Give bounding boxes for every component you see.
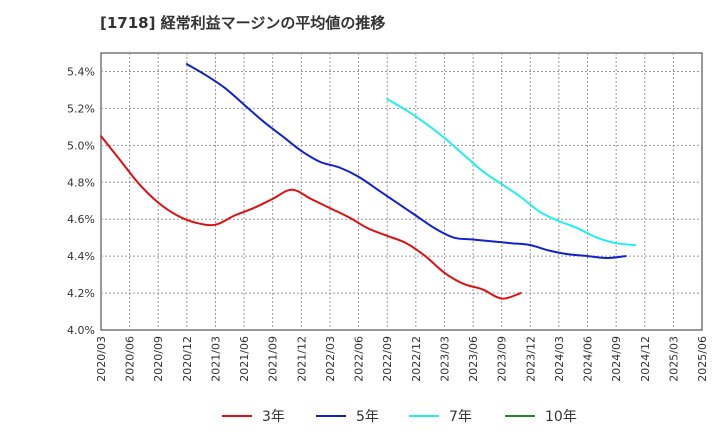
y-tick-label: 5.4%	[67, 65, 95, 78]
grid-layer	[100, 52, 703, 331]
legend-label-7y: 7年	[449, 409, 472, 425]
x-tick-label: 2023/12	[524, 336, 537, 382]
x-tick-label: 2020/03	[95, 336, 108, 382]
axis-layer: 4.0% 4.2% 4.4% 4.6% 4.8% 5.0% 5.2% 5.4% 2020/03 2…	[67, 65, 709, 381]
legend-swatch-7y	[409, 415, 439, 417]
x-tick-label: 2022/03	[324, 336, 337, 382]
x-tick-label: 2020/12	[181, 336, 194, 382]
legend: 3年 5年 7年 10年	[0, 404, 720, 428]
legend-swatch-3y	[222, 415, 252, 417]
legend-label-10y: 10年	[545, 409, 577, 425]
y-tick-label: 4.6%	[67, 213, 95, 226]
x-tick-label: 2024/03	[553, 336, 566, 382]
x-tick-label: 2022/06	[353, 336, 366, 382]
series-line-3y	[100, 135, 522, 300]
y-tick-label: 5.0%	[67, 139, 95, 152]
y-tick-label: 5.2%	[67, 102, 95, 115]
x-tick-label: 2023/06	[467, 336, 480, 382]
legend-item-3y[interactable]: 3年	[222, 404, 285, 428]
x-tick-label: 2023/03	[438, 336, 451, 382]
legend-item-10y[interactable]: 10年	[505, 404, 577, 428]
y-tick-label: 4.0%	[67, 324, 95, 337]
legend-item-5y[interactable]: 5年	[316, 404, 379, 428]
chart-title: [1718] 経常利益マージンの平均値の推移	[100, 14, 386, 32]
y-tick-label: 4.2%	[67, 287, 95, 300]
y-tick-label: 4.8%	[67, 176, 95, 189]
x-tick-label: 2025/06	[696, 336, 709, 382]
y-tick-label: 4.4%	[67, 250, 95, 263]
x-tick-label: 2021/09	[267, 336, 280, 382]
x-tick-label: 2021/12	[295, 336, 308, 382]
legend-label-3y: 3年	[262, 409, 285, 425]
x-tick-label: 2024/06	[582, 336, 595, 382]
legend-item-7y[interactable]: 7年	[409, 404, 472, 428]
x-tick-label: 2024/09	[610, 336, 623, 382]
legend-label-5y: 5年	[356, 409, 379, 425]
x-tick-label: 2022/12	[410, 336, 423, 382]
x-tick-label: 2020/09	[152, 336, 165, 382]
legend-swatch-5y	[316, 415, 346, 417]
x-tick-label: 2025/03	[667, 336, 680, 382]
series-line-7y	[386, 98, 637, 247]
x-tick-label: 2021/06	[238, 336, 251, 382]
x-tick-label: 2024/12	[639, 336, 652, 382]
plot-frame	[100, 52, 703, 331]
series-line-5y	[185, 63, 627, 259]
x-tick-label: 2020/06	[124, 336, 137, 382]
legend-swatch-10y	[505, 415, 535, 417]
x-tick-label: 2021/03	[209, 336, 222, 382]
x-tick-label: 2022/09	[381, 336, 394, 382]
series-layer	[100, 63, 637, 300]
x-tick-label: 2023/09	[496, 336, 509, 382]
